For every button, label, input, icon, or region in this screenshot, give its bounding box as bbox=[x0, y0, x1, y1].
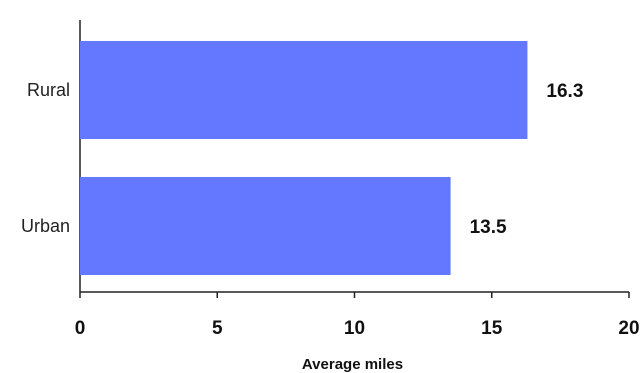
bars-layer bbox=[80, 41, 528, 275]
bar-urban bbox=[80, 177, 451, 275]
value-labels-layer: Rural 16.3 Urban 13.5 bbox=[21, 80, 583, 238]
x-tick-label-20: 20 bbox=[618, 318, 639, 339]
value-label-rural: 16.3 bbox=[546, 81, 583, 102]
value-label-urban: 13.5 bbox=[470, 217, 507, 238]
x-ticks-layer: 0 5 10 15 20 bbox=[75, 292, 640, 339]
category-label-urban: Urban bbox=[21, 216, 70, 236]
x-tick-label-15: 15 bbox=[481, 318, 503, 339]
x-tick-label-0: 0 bbox=[75, 318, 86, 339]
x-tick-label-10: 10 bbox=[344, 318, 365, 339]
bar-rural bbox=[80, 41, 528, 139]
x-tick-label-5: 5 bbox=[212, 318, 223, 339]
x-axis-title: Average miles bbox=[302, 356, 403, 373]
category-label-rural: Rural bbox=[27, 80, 70, 100]
